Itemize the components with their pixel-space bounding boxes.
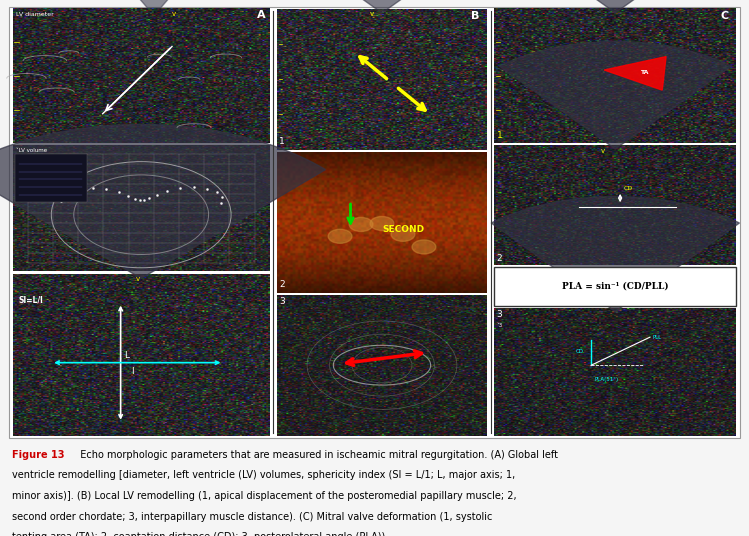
Text: v: v	[172, 11, 176, 18]
Text: 3: 3	[279, 297, 285, 306]
Text: Figure 13: Figure 13	[12, 450, 64, 460]
Polygon shape	[242, 0, 522, 13]
Text: L: L	[124, 351, 130, 360]
Text: SI=L/l: SI=L/l	[19, 296, 43, 305]
Polygon shape	[499, 41, 732, 149]
Polygon shape	[61, 0, 247, 8]
Bar	[15, 154, 87, 202]
Circle shape	[328, 229, 352, 243]
Text: A: A	[257, 10, 266, 20]
Text: second order chordate; 3, interpapillary muscle distance). (C) Mitral valve defo: second order chordate; 3, interpapillary…	[12, 511, 492, 522]
Text: CD: CD	[576, 348, 583, 354]
Text: tenting area (TA); 2, coaptation distance (CD); 3, posterolateral angle (PLA)).: tenting area (TA); 2, coaptation distanc…	[12, 532, 388, 536]
Polygon shape	[604, 57, 666, 90]
Text: ventricle remodelling [diameter, left ventricle (LV) volumes, sphericity index (: ventricle remodelling [diameter, left ve…	[12, 471, 515, 480]
Text: v: v	[136, 276, 139, 282]
Text: PLA(51°): PLA(51°)	[595, 377, 619, 382]
Circle shape	[349, 218, 373, 232]
Text: C: C	[721, 11, 729, 21]
Text: minor axis)]. (B) Local LV remodelling (1, apical displacement of the posteromed: minor axis)]. (B) Local LV remodelling (…	[12, 491, 517, 501]
Text: l: l	[131, 367, 133, 376]
Circle shape	[370, 217, 394, 230]
Text: PLA = sin⁻¹ (CD/PLL): PLA = sin⁻¹ (CD/PLL)	[562, 282, 669, 291]
Circle shape	[391, 227, 415, 241]
Text: LV diameter: LV diameter	[16, 12, 54, 17]
Text: v: v	[369, 11, 374, 17]
Polygon shape	[485, 0, 746, 13]
Text: PLL: PLL	[652, 336, 661, 340]
Text: SECOND: SECOND	[382, 225, 424, 234]
Text: 1: 1	[497, 131, 503, 140]
Text: ˅LV volume: ˅LV volume	[16, 148, 48, 153]
Text: 3: 3	[497, 310, 503, 319]
Polygon shape	[491, 197, 739, 311]
Polygon shape	[0, 124, 326, 278]
Text: 2: 2	[497, 254, 503, 263]
Text: TA: TA	[640, 70, 649, 75]
Text: B: B	[471, 11, 479, 21]
Text: v: v	[601, 148, 605, 154]
Text: CD: CD	[624, 185, 633, 191]
Circle shape	[412, 240, 436, 254]
Text: 2: 2	[279, 280, 285, 289]
Text: Echo morphologic parameters that are measured in ischeamic mitral regurgitation.: Echo morphologic parameters that are mea…	[73, 450, 558, 460]
Text: 1: 1	[279, 137, 285, 146]
Text: ˅3: ˅3	[497, 323, 503, 328]
Bar	[494, 267, 736, 306]
